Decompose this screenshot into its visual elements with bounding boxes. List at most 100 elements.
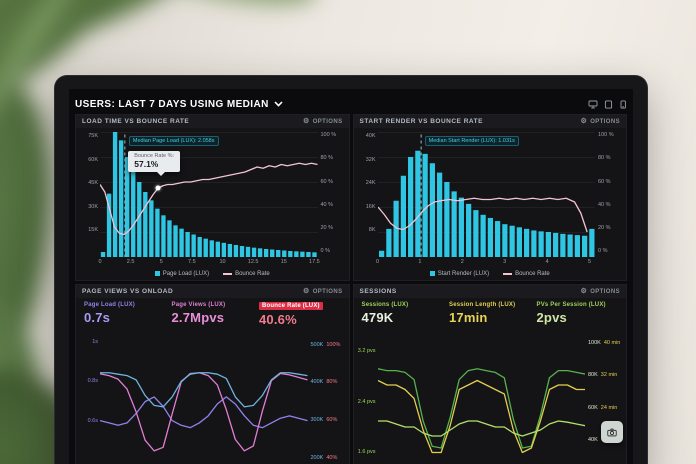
x-axis-tick: 12.5 [247,259,259,265]
legend-label: Bounce Rate [235,270,270,277]
dashboard-title-dropdown[interactable]: USERS: LAST 7 DAYS USING MEDIAN [75,99,283,110]
options-button[interactable]: ⚙ OPTIONS [581,288,621,295]
stat-row: Sessions (LUX) 479K Session Length (LUX)… [354,298,627,327]
laptop-screen: USERS: LAST 7 DAYS USING MEDIAN [69,89,633,464]
legend-label: Page Load (LUX) [162,270,210,277]
axis-tick: 0 % [598,248,608,255]
panel-grid: LOAD TIME VS BOUNCE RATE ⚙ OPTIONS 75K 60… [75,114,627,464]
axis-tick: 60 % [598,178,611,185]
axis-tick: 2.4 pvs [357,398,376,405]
stat-pvs-per-session: PVs Per Session (LUX) 2pvs [537,302,619,325]
axis-tick: 40 % [598,201,611,208]
stat-sessions: Sessions (LUX) 479K [362,302,444,325]
x-axis-tick: 7.5 [188,259,196,265]
panel-header: START RENDER VS BOUNCE RATE ⚙ OPTIONS [353,115,626,128]
stat-value: 2pvs [536,310,567,325]
panel-header: LOAD TIME VS BOUNCE RATE ⚙ OPTIONS [76,115,349,128]
x-axis-tick: 15 [280,259,287,265]
axis-tick: 60 % [320,178,334,185]
axis-tick: 75K [88,133,98,140]
start-render-histogram[interactable]: Median Start Render (LUX): 1.031s [377,132,595,257]
axis-tick: 30K [88,203,98,210]
stat-label: Session Length (LUX) [449,302,516,308]
axis-tick: 15K [88,227,98,234]
x-axis-tick: 3 [503,259,507,265]
gear-icon: ⚙ [303,288,310,295]
axis-tick: 100 % [320,132,337,138]
panel-header: SESSIONS ⚙ OPTIONS [353,285,626,298]
stat-bounce-rate: Bounce Rate (LUX) 40.6% [259,302,341,327]
axis-tick: 60K [88,156,98,163]
axis-tick: 0.6s [87,417,98,424]
desktop-icon[interactable] [588,100,598,109]
panel-header: PAGE VIEWS VS ONLOAD ⚙ OPTIONS [76,285,349,298]
axis-tick: 40K [365,133,376,140]
chart-legend: Start Render (LUX) Bounce Rate [354,267,627,280]
axis-tick: 40K [588,437,598,444]
y-axis-left: 75K 60K 45K 30K 15K [80,132,100,257]
panel-start-render-vs-bounce-rate: START RENDER VS BOUNCE RATE ⚙ OPTIONS 40… [352,114,627,281]
axis-tick: 0 % [320,248,330,255]
legend-swatch-bar [154,271,160,276]
legend-swatch-bar [429,271,435,276]
camera-icon [607,428,617,436]
stat-page-load: Page Load (LUX) 0.7s [84,302,166,327]
axis-tick: 80 % [320,155,334,162]
y-axis-left: 1s 0.8s 0.6s [80,333,100,464]
stat-label: PVs Per Session (LUX) [536,302,606,308]
axis-tick: 100K 40 min [588,339,621,346]
page-title: USERS: LAST 7 DAYS USING MEDIAN [75,98,269,110]
axis-tick: 32K [365,156,376,163]
axis-tick: 3.2 pvs [357,348,376,355]
legend-swatch-line [503,272,513,275]
x-axis-tick: 0 [98,259,102,265]
dashboard-header: USERS: LAST 7 DAYS USING MEDIAN [75,94,627,114]
gear-icon: ⚙ [580,118,588,125]
mobile-icon[interactable] [619,99,627,109]
tablet-icon[interactable] [604,99,613,109]
axis-tick: 100 % [598,132,614,138]
stat-value: 17min [449,310,488,325]
x-axis-tick: 5 [159,259,163,265]
screenshot-button[interactable] [601,421,623,443]
axis-tick: 80K 32 min [588,372,618,379]
axis-tick: 45K [88,180,98,187]
panel-title: SESSIONS [359,288,397,295]
x-axis-tick: 17.5 [309,259,320,265]
legend-swatch-line [223,272,233,275]
median-annotation: Median Page Load (LUX): 2.058s [128,135,219,146]
stat-label: Page Views (LUX) [171,302,226,308]
panel-page-views-vs-onload: PAGE VIEWS VS ONLOAD ⚙ OPTIONS Page Load… [75,284,350,464]
x-axis: 0 1 2 3 4 5 [376,258,599,267]
axis-tick: 24K [365,180,376,187]
x-axis-tick: 1 [418,259,422,265]
chart-legend: Page Load (LUX) Bounce Rate [76,267,349,280]
tooltip: Bounce Rate %: 57.1% [128,150,181,176]
y-axis-right: 100K 40 min 80K 32 min 60K 24 min 40K [585,331,622,464]
device-toolbar [588,99,627,109]
panel-title: START RENDER VS BOUNCE RATE [359,118,483,125]
options-button[interactable]: ⚙ OPTIONS [581,118,621,125]
x-axis-tick: 10 [219,259,226,265]
y-axis-right: 500K 100% 400K 80% 300K 60% 200K 40% [308,333,345,464]
sessions-line-chart[interactable] [378,331,586,464]
axis-tick: 20 % [598,225,611,232]
laptop: USERS: LAST 7 DAYS USING MEDIAN [55,76,647,464]
tooltip-label: Bounce Rate %: [134,152,175,159]
x-axis-tick: 2 [460,259,464,265]
options-button[interactable]: ⚙ OPTIONS [303,118,343,125]
gear-icon: ⚙ [580,288,588,295]
options-button[interactable]: ⚙ OPTIONS [303,288,343,295]
y-axis-left: 3.2 pvs 2.4 pvs 1.6 pvs [358,331,378,464]
page-views-line-chart[interactable] [100,333,308,464]
analytics-dashboard: USERS: LAST 7 DAYS USING MEDIAN [69,89,633,464]
stat-label: Bounce Rate (LUX) [259,302,323,310]
load-time-histogram[interactable]: Median Page Load (LUX): 2.058s Bounce Ra… [100,132,318,257]
axis-tick: 20 % [320,225,334,232]
stat-value: 479K [361,310,394,325]
axis-tick: 1s [92,338,98,345]
gear-icon: ⚙ [303,118,310,125]
median-annotation: Median Start Render (LUX): 1.031s [424,135,519,146]
options-label: OPTIONS [590,118,620,125]
panel-title: PAGE VIEWS VS ONLOAD [82,288,174,295]
